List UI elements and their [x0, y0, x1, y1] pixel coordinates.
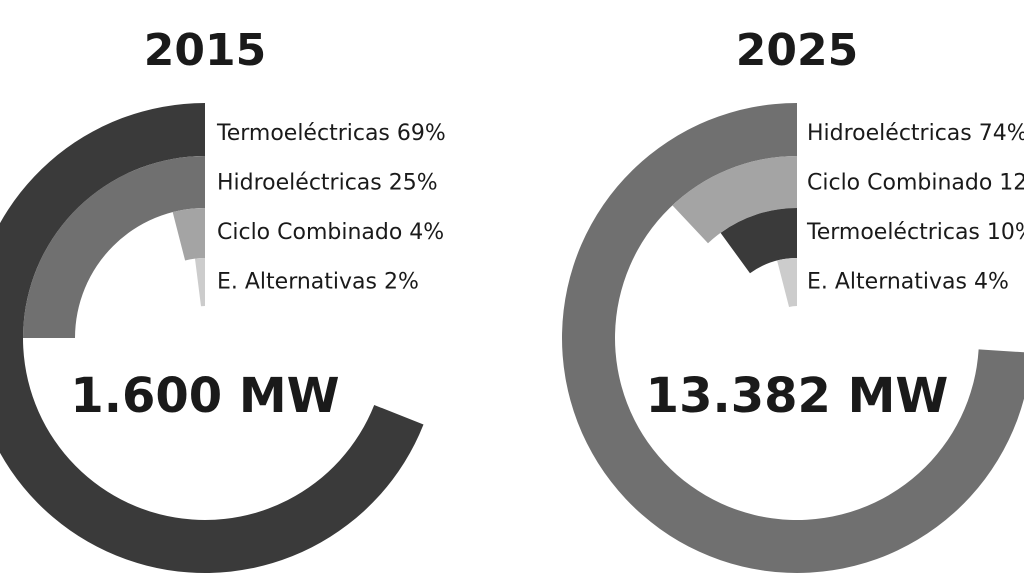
- chart-2025: 2025 Hidroeléctricas 74% Ciclo Combinado …: [562, 25, 1024, 573]
- total-capacity-2015: 1.600 MW: [70, 368, 339, 424]
- chart-title-2015: 2015: [144, 25, 266, 76]
- label-hidroel-ctricas: Hidroeléctricas 25%: [217, 171, 438, 196]
- arc-e-alternativas: [777, 258, 797, 308]
- chart-2015: 2015 Termoeléctricas 69% Hidroeléctricas …: [0, 25, 446, 573]
- arc-hidroel-ctricas: [23, 156, 205, 338]
- labels-2025: Hidroeléctricas 74% Ciclo Combinado 12% Te…: [806, 121, 1024, 295]
- arc-e-alternativas: [194, 258, 205, 307]
- label-termoel-ctricas: Termoeléctricas 10%: [806, 220, 1024, 245]
- label-ciclo-combinado: Ciclo Combinado 4%: [217, 220, 444, 245]
- arc-ciclo-combinado: [672, 156, 797, 244]
- arc-ciclo-combinado: [172, 208, 205, 261]
- label-termoel-ctricas: Termoeléctricas 69%: [216, 121, 446, 146]
- labels-2015: Termoeléctricas 69% Hidroeléctricas 25% Ci…: [216, 121, 446, 295]
- arcs-2025: [562, 103, 1024, 573]
- arcs-2015: [0, 103, 424, 573]
- label-ciclo-combinado: Ciclo Combinado 12%: [807, 171, 1024, 196]
- label-e-alternativas: E. Alternativas 2%: [217, 270, 419, 295]
- label-hidroel-ctricas: Hidroeléctricas 74%: [807, 121, 1024, 146]
- arc-termoel-ctricas: [720, 208, 797, 274]
- label-e-alternativas: E. Alternativas 4%: [807, 270, 1009, 295]
- total-capacity-2025: 13.382 MW: [646, 368, 949, 424]
- chart-title-2025: 2025: [736, 25, 858, 76]
